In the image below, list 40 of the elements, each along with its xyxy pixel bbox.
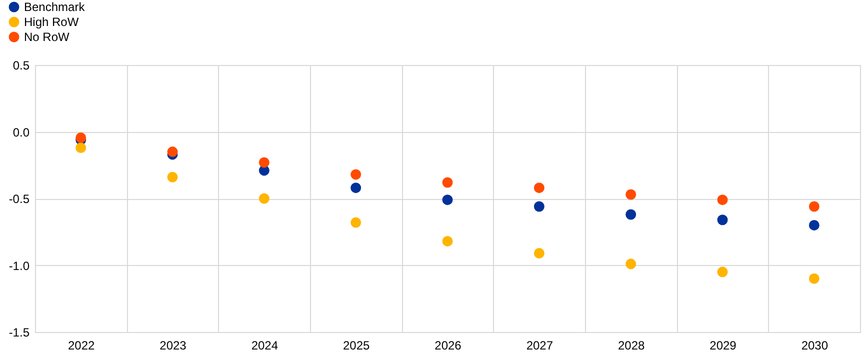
point [717,214,728,226]
x-tick-label: 2027 [526,338,554,352]
point [258,193,270,204]
y-tick-label: -0.5 [8,192,30,206]
point [808,273,820,284]
x-tick-label: 2023 [160,338,187,352]
point [717,266,728,278]
point [626,258,636,270]
y-tick-label: 0.0 [12,125,30,140]
y-tick-label: -1.0 [8,258,30,273]
legend-label: Benchmark [24,0,86,14]
x-tick-label: 2022 [68,338,96,352]
y-tick-label: 0.5 [12,58,30,72]
point [76,142,86,154]
point [717,194,728,206]
point [534,182,544,194]
point [167,146,178,158]
point [167,172,178,182]
point [350,182,362,194]
x-tick-label: 2026 [434,338,462,352]
legend-label: No RoW [24,30,70,44]
point [350,217,362,228]
point [808,201,820,212]
point [626,209,636,220]
point [350,169,362,180]
point [258,157,270,168]
point [442,194,453,206]
point [808,220,820,230]
y-tick-label: -1.5 [8,326,30,340]
x-tick-label: 2025 [342,338,370,352]
x-tick-label: 2024 [251,338,278,352]
point [534,201,544,212]
x-tick-label: 2028 [618,338,646,352]
point [626,189,636,200]
point [442,236,453,246]
x-tick-label: 2030 [801,338,828,352]
point [534,248,544,258]
x-tick-label: 2029 [710,338,737,352]
point [442,177,453,188]
legend-label: High RoW [24,15,80,29]
